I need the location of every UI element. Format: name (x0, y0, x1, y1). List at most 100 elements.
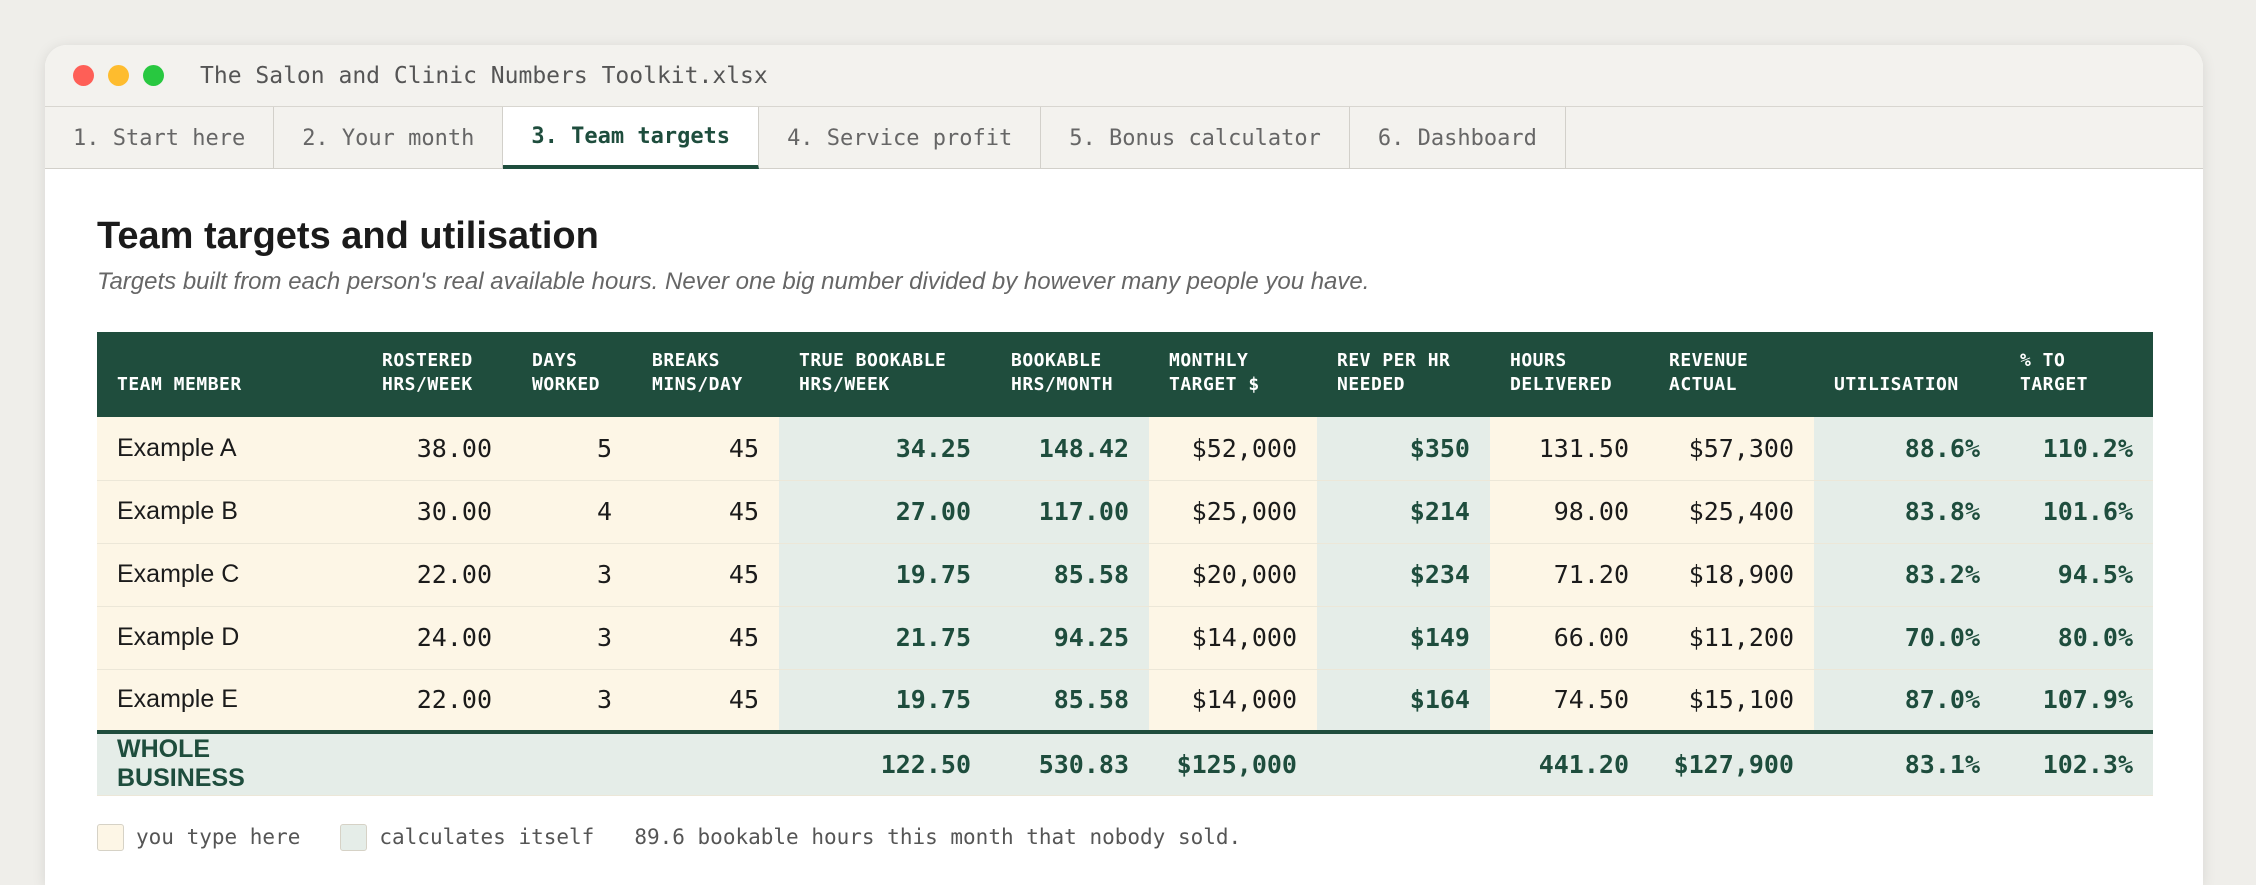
unsold-hours-note: 89.6 bookable hours this month that nobo… (634, 825, 1242, 849)
cell-rev-per-hr: $350 (1317, 417, 1490, 481)
cell-bookable-month: 94.25 (991, 606, 1149, 670)
tab-bonus-calculator[interactable]: 5. Bonus calculator (1041, 107, 1350, 169)
cell-rev-per-hr: $214 (1317, 480, 1490, 544)
header-breaks-mins-day: BREAKS MINS/DAY (632, 332, 779, 417)
cell-monthly-target[interactable]: $20,000 (1149, 543, 1317, 607)
close-button[interactable] (73, 65, 94, 86)
team-targets-table: TEAM MEMBER ROSTERED HRS/WEEK DAYS WORKED … (97, 332, 2153, 796)
legend: you type here calculates itself 89.6 boo… (97, 823, 2151, 851)
cell-percent-to-target: 94.5% (2000, 543, 2153, 607)
cell-team-member[interactable]: Example D (97, 606, 362, 670)
cell-revenue-actual[interactable]: $25,400 (1649, 480, 1814, 544)
header-true-bookable-hrs-week: TRUE BOOKABLE HRS/WEEK (779, 332, 991, 417)
sheet-tabs: 1. Start here 2. Your month 3. Team targ… (45, 107, 2203, 169)
page-subtitle: Targets built from each person's real av… (97, 268, 1370, 295)
total-rostered-hrs (362, 730, 512, 796)
cell-team-member[interactable]: Example E (97, 669, 362, 733)
total-hours-delivered: 441.20 (1490, 730, 1649, 796)
header-monthly-target: MONTHLY TARGET $ (1149, 332, 1317, 417)
header-bookable-hrs-month: BOOKABLE HRS/MONTH (991, 332, 1149, 417)
cell-true-bookable: 21.75 (779, 606, 991, 670)
cell-monthly-target[interactable]: $25,000 (1149, 480, 1317, 544)
cell-percent-to-target: 110.2% (2000, 417, 2153, 481)
input-swatch (97, 823, 124, 851)
tab-service-profit[interactable]: 4. Service profit (759, 107, 1042, 169)
cell-days-worked[interactable]: 5 (512, 417, 632, 481)
table-row: Example D 24.00 3 45 21.75 94.25 $14,000… (97, 606, 2153, 670)
calc-legend-label: calculates itself (379, 825, 595, 849)
header-days-worked: DAYS WORKED (512, 332, 632, 417)
cell-bookable-month: 148.42 (991, 417, 1149, 481)
cell-rostered-hrs[interactable]: 24.00 (362, 606, 512, 670)
tab-team-targets[interactable]: 3. Team targets (503, 107, 760, 169)
cell-days-worked[interactable]: 4 (512, 480, 632, 544)
sheet-content: Team targets and utilisation Targets bui… (45, 169, 2203, 851)
cell-hours-delivered[interactable]: 71.20 (1490, 543, 1649, 607)
total-revenue-actual: $127,900 (1649, 730, 1814, 796)
cell-rostered-hrs[interactable]: 22.00 (362, 543, 512, 607)
table-row: Example A 38.00 5 45 34.25 148.42 $52,00… (97, 417, 2153, 481)
cell-utilisation: 70.0% (1814, 606, 2000, 670)
tab-start-here[interactable]: 1. Start here (45, 107, 275, 169)
cell-team-member[interactable]: Example C (97, 543, 362, 607)
header-row: TEAM MEMBER ROSTERED HRS/WEEK DAYS WORKED … (97, 332, 2153, 417)
header-team-member: TEAM MEMBER (97, 332, 362, 417)
cell-days-worked[interactable]: 3 (512, 669, 632, 733)
cell-rostered-hrs[interactable]: 30.00 (362, 480, 512, 544)
cell-team-member[interactable]: Example B (97, 480, 362, 544)
header-hours-delivered: HOURS DELIVERED (1490, 332, 1649, 417)
cell-true-bookable: 34.25 (779, 417, 991, 481)
cell-breaks[interactable]: 45 (632, 543, 779, 607)
total-label: WHOLE BUSINESS (97, 730, 362, 796)
cell-breaks[interactable]: 45 (632, 669, 779, 733)
table-row: Example E 22.00 3 45 19.75 85.58 $14,000… (97, 669, 2153, 733)
cell-monthly-target[interactable]: $52,000 (1149, 417, 1317, 481)
cell-days-worked[interactable]: 3 (512, 543, 632, 607)
page-title: Team targets and utilisation (97, 215, 599, 257)
cell-breaks[interactable]: 45 (632, 606, 779, 670)
cell-monthly-target[interactable]: $14,000 (1149, 669, 1317, 733)
cell-revenue-actual[interactable]: $57,300 (1649, 417, 1814, 481)
cell-utilisation: 88.6% (1814, 417, 2000, 481)
total-bookable-month: 530.83 (991, 730, 1149, 796)
cell-bookable-month: 85.58 (991, 669, 1149, 733)
cell-hours-delivered[interactable]: 98.00 (1490, 480, 1649, 544)
spreadsheet-window: The Salon and Clinic Numbers Toolkit.xls… (45, 45, 2203, 885)
total-rev-per-hr (1317, 730, 1490, 796)
cell-true-bookable: 19.75 (779, 669, 991, 733)
cell-hours-delivered[interactable]: 74.50 (1490, 669, 1649, 733)
cell-rev-per-hr: $164 (1317, 669, 1490, 733)
tab-your-month[interactable]: 2. Your month (274, 107, 504, 169)
header-utilisation: UTILISATION (1814, 332, 2000, 417)
window-title: The Salon and Clinic Numbers Toolkit.xls… (200, 62, 768, 89)
total-utilisation: 83.1% (1814, 730, 2000, 796)
cell-breaks[interactable]: 45 (632, 480, 779, 544)
cell-bookable-month: 85.58 (991, 543, 1149, 607)
cell-days-worked[interactable]: 3 (512, 606, 632, 670)
calc-swatch (340, 823, 368, 851)
cell-revenue-actual[interactable]: $15,100 (1649, 669, 1814, 733)
cell-utilisation: 83.8% (1814, 480, 2000, 544)
tab-dashboard[interactable]: 6. Dashboard (1350, 107, 1566, 169)
input-legend-label: you type here (136, 825, 301, 849)
cell-breaks[interactable]: 45 (632, 417, 779, 481)
cell-rostered-hrs[interactable]: 38.00 (362, 417, 512, 481)
cell-rev-per-hr: $234 (1317, 543, 1490, 607)
header-percent-to-target: % TO TARGET (2000, 332, 2153, 417)
cell-team-member[interactable]: Example A (97, 417, 362, 481)
minimize-button[interactable] (108, 65, 129, 86)
zoom-button[interactable] (143, 65, 164, 86)
total-days-worked (512, 730, 632, 796)
cell-rostered-hrs[interactable]: 22.00 (362, 669, 512, 733)
cell-hours-delivered[interactable]: 66.00 (1490, 606, 1649, 670)
title-bar: The Salon and Clinic Numbers Toolkit.xls… (45, 45, 2203, 107)
window-controls (73, 65, 164, 86)
cell-monthly-target[interactable]: $14,000 (1149, 606, 1317, 670)
table-row: Example B 30.00 4 45 27.00 117.00 $25,00… (97, 480, 2153, 544)
cell-hours-delivered[interactable]: 131.50 (1490, 417, 1649, 481)
cell-bookable-month: 117.00 (991, 480, 1149, 544)
cell-revenue-actual[interactable]: $18,900 (1649, 543, 1814, 607)
cell-true-bookable: 27.00 (779, 480, 991, 544)
cell-revenue-actual[interactable]: $11,200 (1649, 606, 1814, 670)
total-row: WHOLE BUSINESS 122.50 530.83 $125,000 44… (97, 730, 2153, 796)
